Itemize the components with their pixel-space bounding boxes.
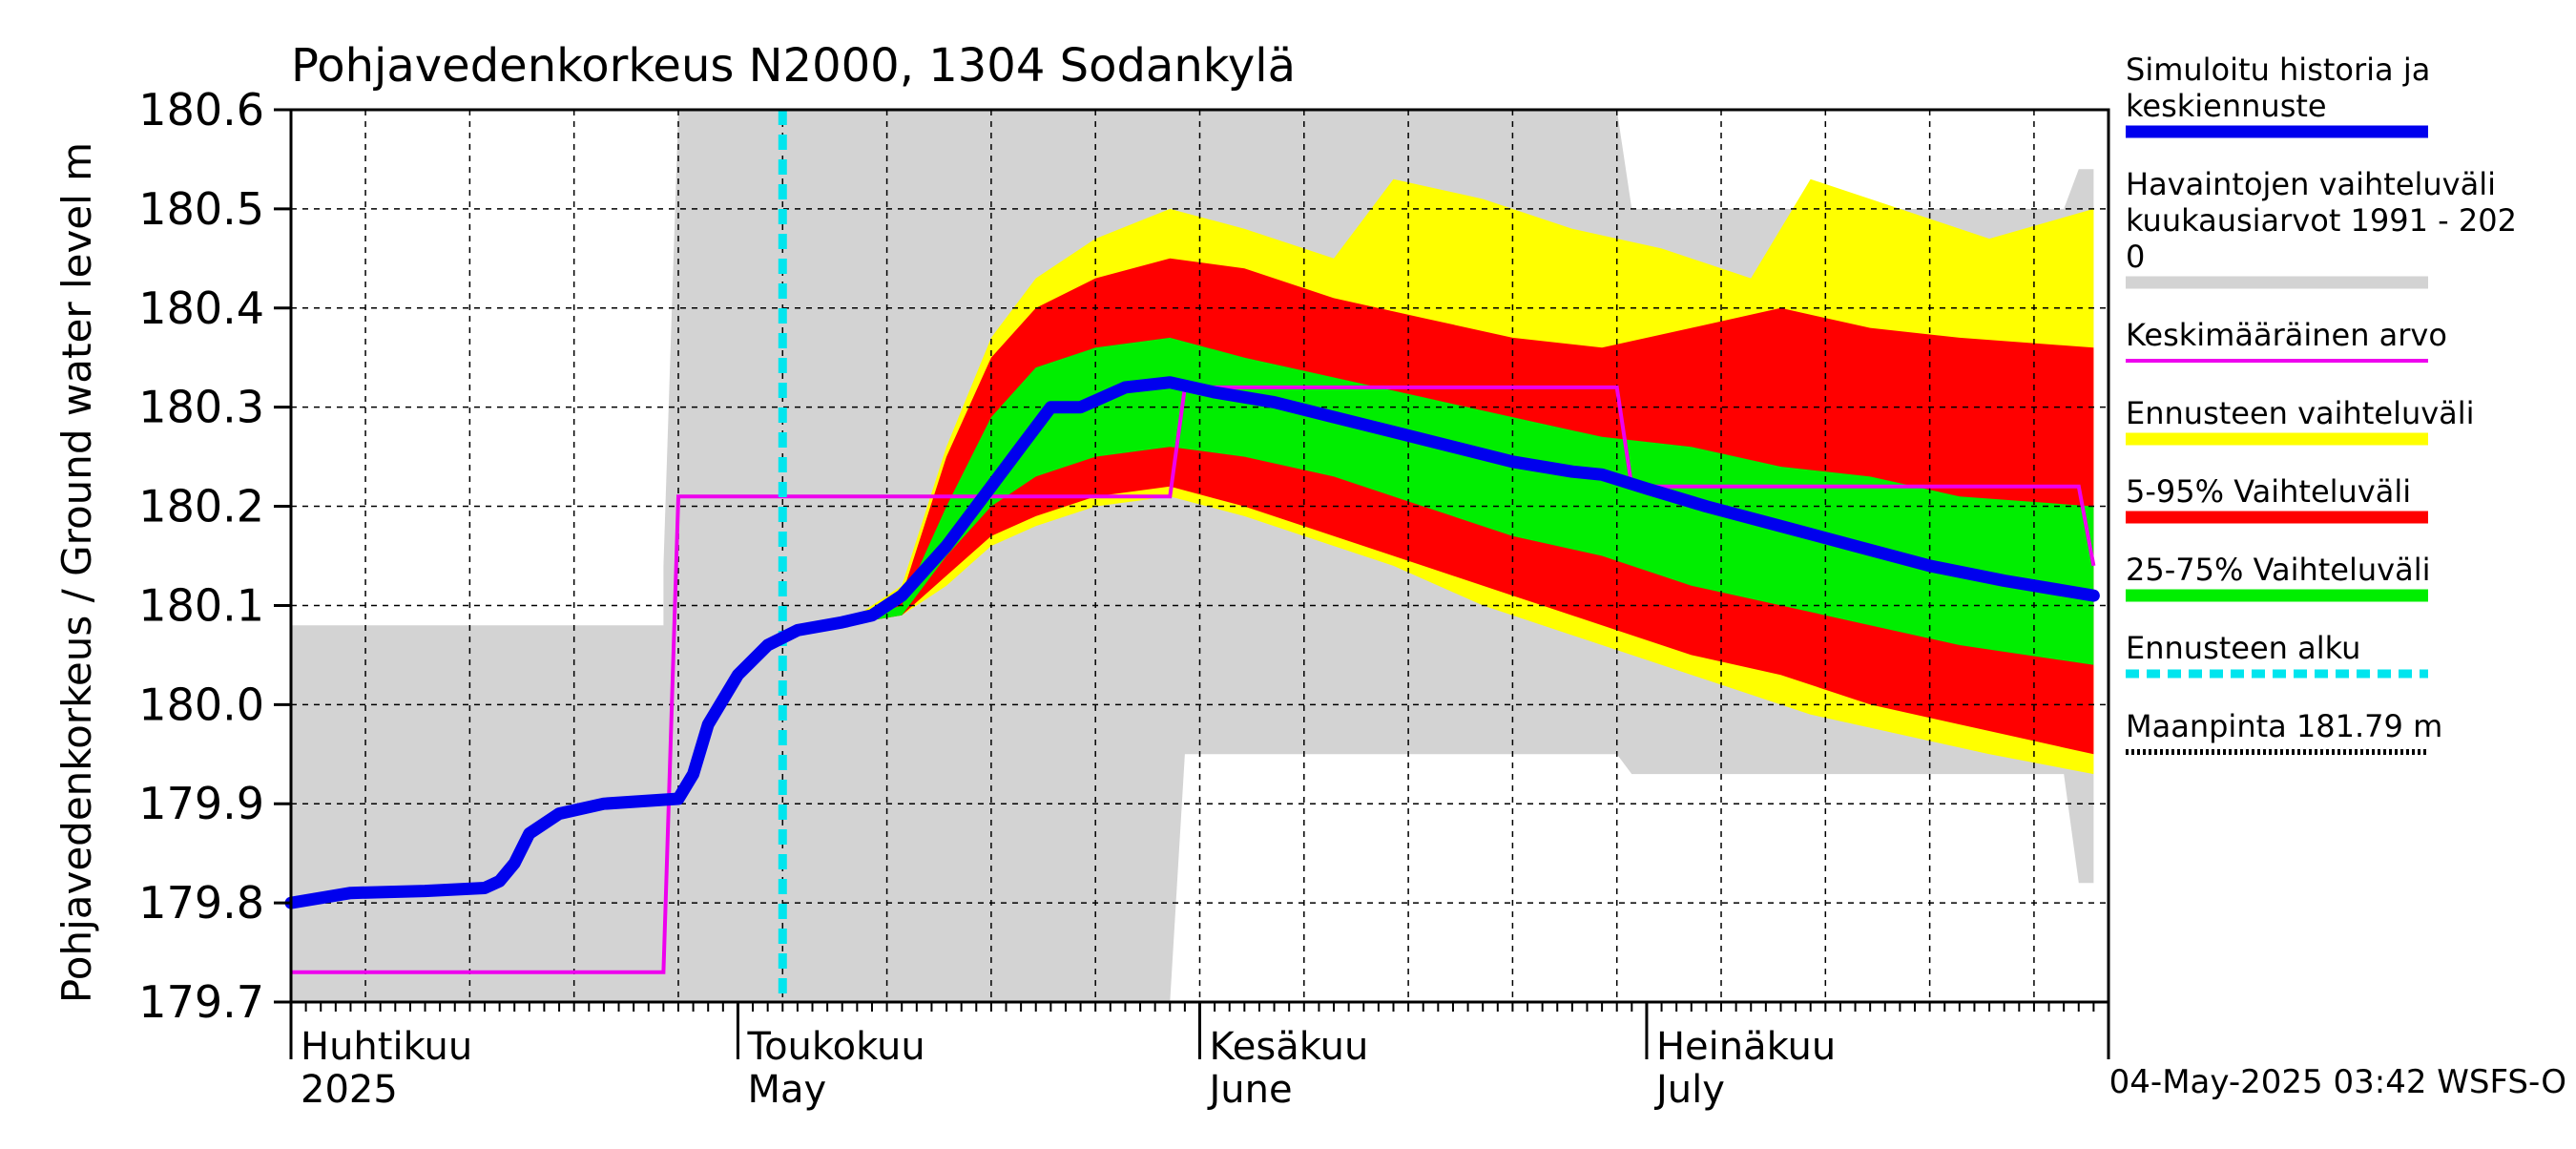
x-month-label-en: 2025 — [301, 1068, 398, 1112]
footer-timestamp: 04-May-2025 03:42 WSFS-O — [2109, 1063, 2566, 1101]
y-axis-label: Pohjavedenkorkeus / Ground water level m — [53, 142, 100, 1003]
y-tick-label: 180.3 — [138, 382, 264, 433]
legend-label: Ennusteen vaihteluväli — [2126, 395, 2475, 431]
legend-label: 0 — [2126, 239, 2145, 275]
x-month-label: Toukokuu — [746, 1025, 924, 1069]
legend-label: 5-95% Vaihteluväli — [2126, 473, 2411, 510]
y-tick-label: 180.2 — [138, 481, 264, 533]
y-tick-label: 180.5 — [138, 183, 264, 235]
x-month-label: Kesäkuu — [1210, 1025, 1369, 1069]
y-tick-label: 180.0 — [138, 679, 264, 730]
band-25-75 — [782, 337, 2094, 665]
legend-label: Havaintojen vaihteluväli — [2126, 166, 2496, 202]
y-tick-label: 180.6 — [138, 84, 264, 136]
chart-title: Pohjavedenkorkeus N2000, 1304 Sodankylä — [291, 39, 1296, 93]
legend-label: Ennusteen alku — [2126, 630, 2360, 666]
legend-label: 25-75% Vaihteluväli — [2126, 552, 2430, 588]
x-month-label: Huhtikuu — [301, 1025, 472, 1069]
axes-layer: 179.7 179.8 179.9 180.0 180.1 180.2 180.3 180.4… — [138, 84, 2110, 1112]
lines-layer — [284, 110, 2100, 1002]
legend-label: keskiennuste — [2126, 88, 2327, 124]
simulated-line — [284, 376, 2100, 909]
legend-label: Maanpinta 181.79 m — [2126, 708, 2442, 744]
y-tick-label: 179.9 — [138, 778, 264, 829]
y-tick-label: 179.8 — [138, 877, 264, 929]
y-tick-label: 180.1 — [138, 579, 264, 631]
x-month-label: Heinäkuu — [1656, 1025, 1836, 1069]
bands-layer — [291, 110, 2094, 1002]
legend-label: kuukausiarvot 1991 - 202 — [2126, 202, 2517, 239]
legend-label: Keskimääräinen arvo — [2126, 317, 2447, 353]
x-month-label-en: July — [1653, 1068, 1725, 1112]
legend-label: Simuloitu historia ja — [2126, 52, 2430, 88]
y-tick-label: 180.4 — [138, 282, 264, 334]
x-month-label-en: June — [1207, 1068, 1293, 1112]
x-month-label-en: May — [747, 1068, 826, 1112]
y-tick-label: 179.7 — [138, 976, 264, 1028]
